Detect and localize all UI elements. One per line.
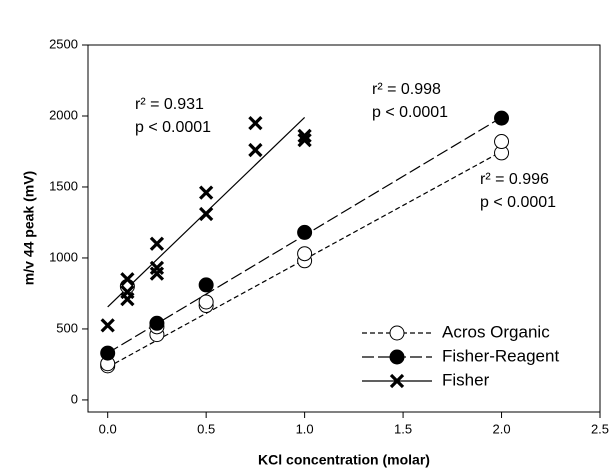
x-tick-label: 0.0 — [99, 421, 117, 436]
x-tick-label: 0.5 — [197, 421, 215, 436]
y-tick-label: 2500 — [49, 36, 78, 51]
annotation: p < 0.0001 — [135, 119, 211, 136]
x-axis-title: KCl concentration (molar) — [258, 452, 430, 468]
annotation: p < 0.0001 — [480, 194, 556, 211]
annotation: r² = 0.998 — [372, 81, 441, 98]
marker-x — [297, 132, 312, 148]
y-tick-label: 0 — [71, 391, 78, 406]
x-tick-label: 1.0 — [296, 421, 314, 436]
marker-filled — [149, 315, 165, 331]
marker-x — [248, 115, 263, 131]
x-tick-label: 1.5 — [394, 421, 412, 436]
marker-x — [149, 266, 165, 281]
marker-filled — [198, 277, 214, 293]
marker-x — [149, 236, 165, 251]
annotation: r² = 0.996 — [480, 171, 549, 188]
x-tick-label: 2.5 — [591, 421, 609, 436]
plot-frame — [87, 44, 601, 413]
marker-x — [120, 284, 135, 300]
marker-filled — [100, 345, 116, 361]
y-tick-label: 1000 — [49, 249, 78, 264]
x-tick-label: 2.0 — [492, 421, 510, 436]
marker-x — [389, 373, 405, 389]
marker-x — [199, 206, 214, 222]
marker-x — [248, 142, 263, 158]
legend-label: Fisher-Reagent — [442, 346, 559, 365]
y-tick-label: 500 — [56, 320, 78, 335]
marker-open — [198, 294, 214, 310]
marker-filled — [494, 110, 510, 126]
marker-x — [199, 185, 214, 200]
marker-open — [494, 134, 510, 150]
marker-open — [389, 325, 405, 341]
annotation: r² = 0.931 — [135, 96, 204, 113]
annotation: p < 0.0001 — [372, 104, 448, 121]
y-tick-label: 1500 — [49, 178, 78, 193]
marker-x — [297, 128, 312, 143]
legend-label: Fisher — [442, 370, 490, 389]
marker-x — [100, 318, 115, 333]
marker-open — [297, 246, 313, 262]
marker-x — [120, 272, 135, 287]
legend-label: Acros Organic — [442, 322, 550, 341]
y-axis-title: m/v 44 peak (mV) — [21, 171, 37, 285]
marker-filled — [389, 349, 405, 365]
marker-x — [149, 260, 165, 276]
y-tick-label: 2000 — [49, 107, 78, 122]
marker-filled — [297, 224, 313, 240]
